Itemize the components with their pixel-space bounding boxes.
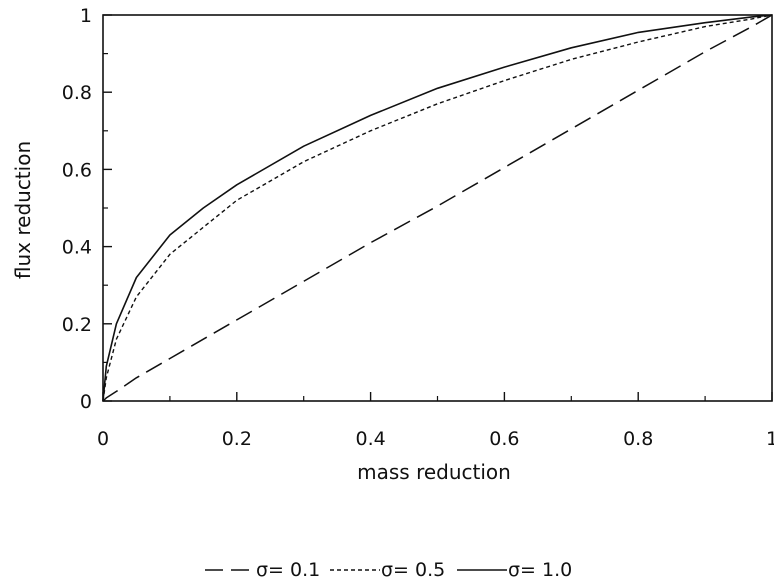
x-tick-label: 0.8 — [623, 428, 653, 450]
legend-label: σ= 0.5 — [381, 559, 445, 581]
series-line-2 — [102, 14, 773, 402]
x-tick-label: 0.4 — [355, 428, 385, 450]
series-line-3 — [102, 14, 773, 402]
legend: σ= 0.1 σ= 0.5 σ= 1.0 — [205, 559, 572, 581]
x-axis-label: mass reduction — [357, 460, 511, 484]
y-tick-label: 0.4 — [62, 237, 92, 259]
y-tick-label: 0.6 — [62, 159, 92, 181]
y-tick-label: 0 — [80, 391, 92, 413]
x-axis-ticks: 0 0.2 0.4 0.6 0.8 1 — [97, 392, 774, 450]
x-tick-label: 0 — [97, 428, 109, 450]
x-tick-label: 0.2 — [222, 428, 252, 450]
y-tick-label: 0.2 — [62, 314, 92, 336]
y-axis-label: flux reduction — [11, 141, 35, 279]
y-axis-ticks: 0 0.2 0.4 0.6 0.8 1 — [62, 5, 112, 413]
y-tick-label: 0.8 — [62, 82, 92, 104]
series-lines — [102, 14, 773, 402]
x-tick-label: 0.6 — [489, 428, 519, 450]
legend-label: σ= 0.1 — [256, 559, 320, 581]
x-tick-label: 1 — [766, 428, 774, 450]
legend-label: σ= 1.0 — [508, 559, 572, 581]
y-tick-label: 1 — [80, 5, 92, 27]
series-line-1 — [102, 14, 773, 402]
